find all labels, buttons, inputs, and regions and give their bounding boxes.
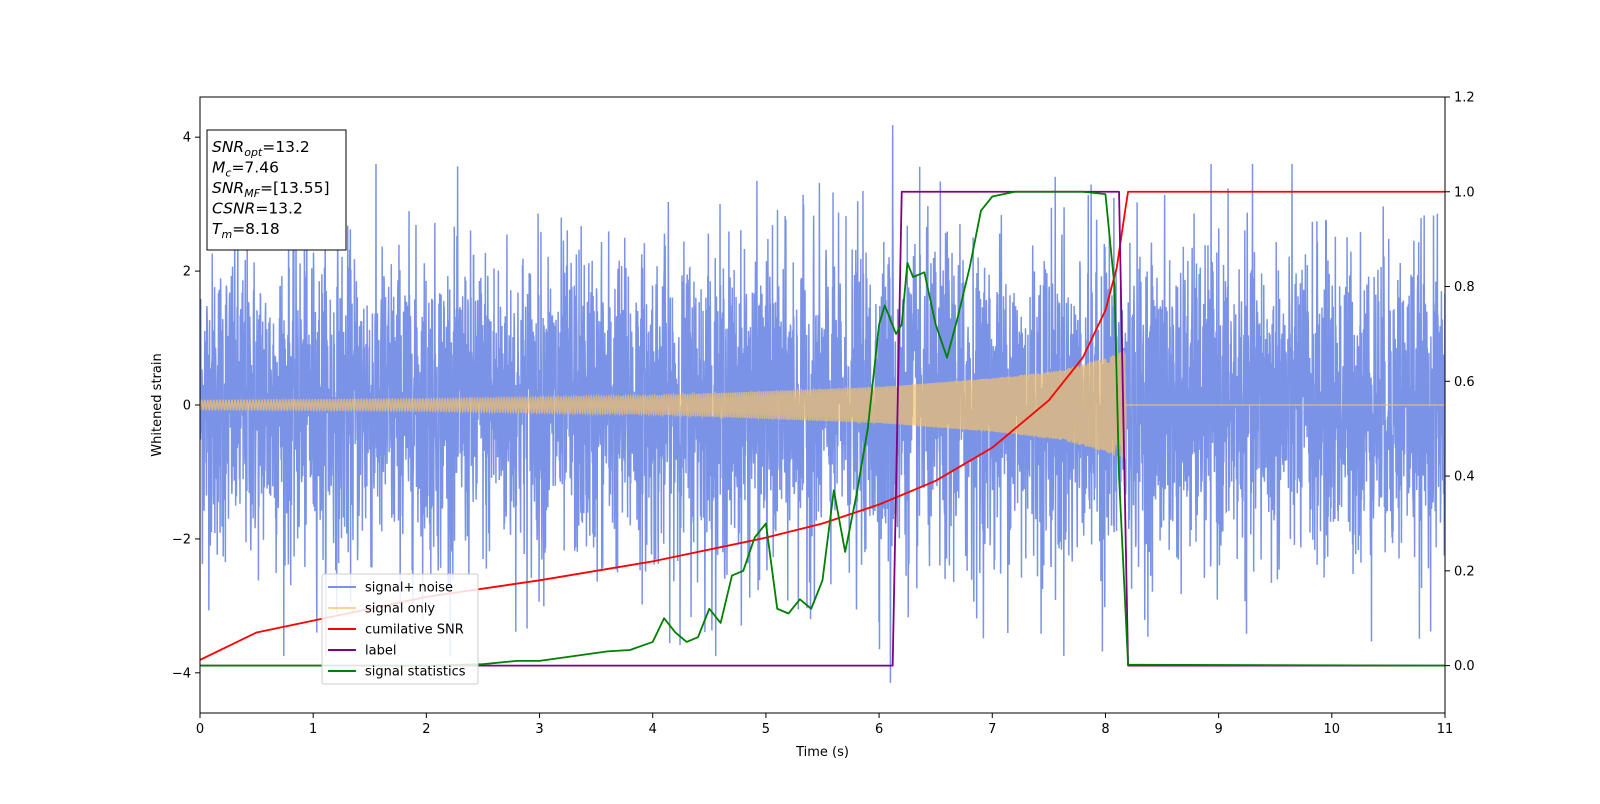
legend-entry: cumilative SNR xyxy=(365,623,464,638)
y-left-tick-label: −2 xyxy=(172,532,191,547)
x-tick-label: 1 xyxy=(309,722,317,737)
annotation-box xyxy=(206,129,347,251)
x-tick-label: 5 xyxy=(762,722,770,737)
legend-entry: signal+ noise xyxy=(365,581,453,596)
series-signal-statistics-line xyxy=(200,190,1445,667)
annotation-subscript: MF xyxy=(244,187,260,200)
x-tick-label: 3 xyxy=(535,722,543,737)
y-right-tick-label: 0.4 xyxy=(1454,470,1475,485)
annotation-subscript: c xyxy=(225,167,231,180)
axes-layer: 0 1 2 3 4 5 6 7 8 9 10 11 4 2 0 −2 −4 1.2 1.0 0.8 0.6 0.4 0.2 0… xyxy=(172,91,1475,738)
x-tick-label: 7 xyxy=(988,722,996,737)
annotation-line: SNRopt=13.2 xyxy=(212,138,310,159)
x-tick-label: 10 xyxy=(1324,722,1341,737)
annotation-line: SNRMF=[13.55] xyxy=(212,179,330,200)
annotation-line: Tm=8.18 xyxy=(212,220,280,241)
annotation-symbol: T xyxy=(212,220,223,238)
x-tick-label: 2 xyxy=(422,722,430,737)
y-left-tick-label: −4 xyxy=(172,666,191,681)
legend-entry: label xyxy=(365,644,396,659)
y-left-tick-label: 2 xyxy=(183,265,191,280)
annotation-value: =7.46 xyxy=(231,159,279,177)
y-right-tick-label: 0.0 xyxy=(1454,659,1475,674)
y-right-tick-label: 0.8 xyxy=(1454,280,1475,295)
annotation-line: CSNR=13.2 xyxy=(212,200,303,218)
x-tick-label: 11 xyxy=(1437,722,1454,737)
x-tick-label: 0 xyxy=(196,722,204,737)
legend-layer: signal+ noise signal only cumilative SNR la… xyxy=(321,573,479,685)
y-right-tick-label: 1.2 xyxy=(1454,91,1475,106)
annotation-value: =13.2 xyxy=(262,138,310,156)
x-tick-label: 6 xyxy=(875,722,883,737)
annotation-value: =8.18 xyxy=(232,220,280,238)
annotation-subscript: m xyxy=(221,228,232,241)
y-left-tick-label: 4 xyxy=(183,131,191,146)
y-right-tick-label: 0.2 xyxy=(1454,564,1475,579)
series-signal-noise-line xyxy=(200,125,1445,683)
legend-entry: signal statistics xyxy=(365,665,466,680)
annotation-subscript: opt xyxy=(244,146,263,159)
y-left-tick-label: 0 xyxy=(183,399,191,414)
legend-entry: signal only xyxy=(365,602,435,617)
x-tick-label: 4 xyxy=(649,722,657,737)
annotation-symbol: SNR xyxy=(212,179,244,197)
annotation-value: =[13.55] xyxy=(260,179,329,197)
annotation-layer: SNRopt=13.2Mc=7.46SNRMF=[13.55]CSNR=13.2… xyxy=(206,129,347,251)
annotation-symbol: SNR xyxy=(212,138,244,156)
annotation-value: =13.2 xyxy=(255,200,303,218)
annotation-line: Mc=7.46 xyxy=(212,159,279,180)
x-tick-label: 9 xyxy=(1214,722,1222,737)
x-tick-label: 8 xyxy=(1101,722,1109,737)
legend-box xyxy=(321,573,479,685)
annotation-symbol: CSNR xyxy=(212,200,255,218)
y-axis-title-left: Whitened strain xyxy=(150,353,165,456)
x-axis-title: Time (s) xyxy=(795,745,849,760)
annotation-symbol: M xyxy=(212,159,225,177)
y-right-tick-label: 1.0 xyxy=(1454,185,1475,200)
y-right-tick-label: 0.6 xyxy=(1454,375,1475,390)
series-signal-only-line xyxy=(200,350,1445,459)
